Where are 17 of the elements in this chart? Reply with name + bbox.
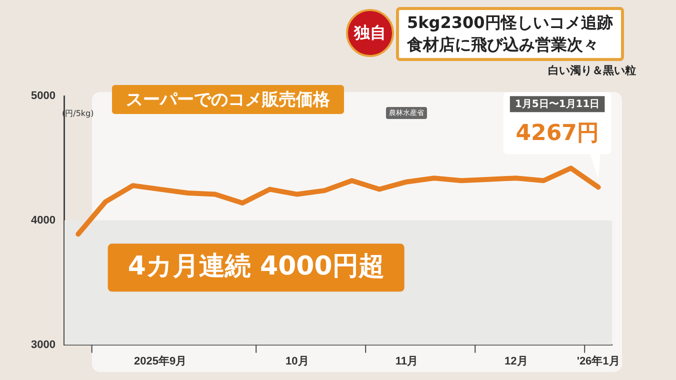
data-label: 4267円 [516,120,599,146]
y-tick-label: 4000 [30,214,56,226]
x-tick-label: 12月 [504,355,528,368]
annotation: 4カ月連続 4000円超 [128,251,384,282]
x-tick-label: 2025年9月 [134,354,187,368]
chart-title: スーパーでのコメ販売価格 [112,85,344,114]
y-axis-title: (円/5kg) [62,108,94,119]
y-tick-label: 3000 [30,338,56,351]
y-tick-label: 5000 [30,90,56,102]
text: 食材店に飛び込み営業次々 [407,34,600,56]
text: 5kg2300円怪しいコメ追跡 [407,12,613,34]
text: 白い濁り＆黒い粒 [548,63,636,78]
x-tick-label: '26年1月 [576,354,620,368]
x-tick-label: 10月 [286,355,309,368]
text: 独自 [346,9,394,57]
x-tick-label: 11月 [395,355,418,368]
annotation: 1月5日〜1月11日 [514,98,600,110]
